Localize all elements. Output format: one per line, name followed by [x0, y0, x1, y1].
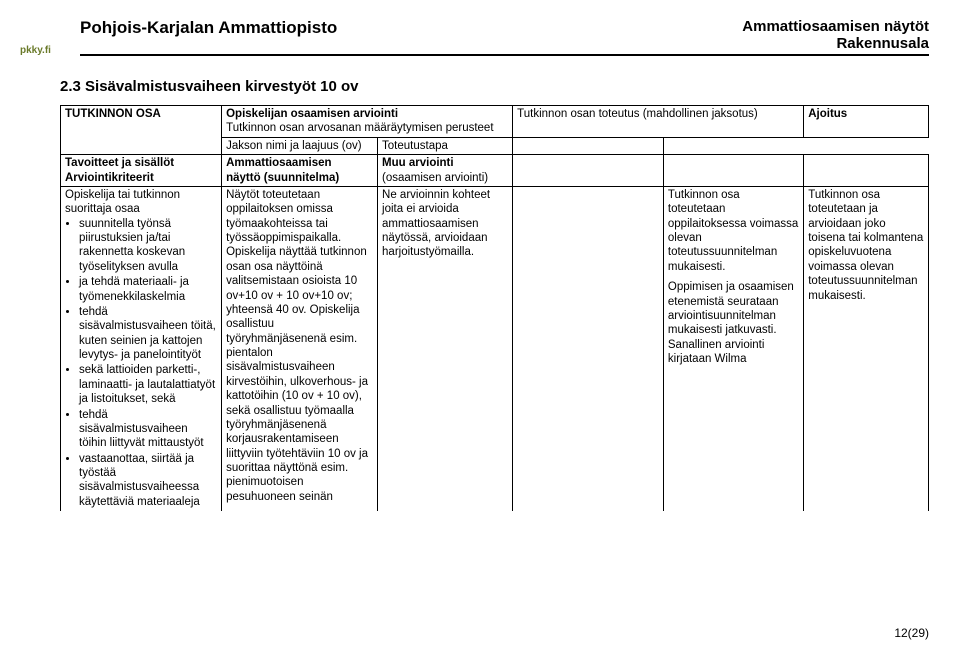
- cell: Oppimisen ja osaamisen etenemistä seurat…: [668, 280, 799, 366]
- cell: Ne arvioinnin kohteet joita ei arvioida …: [378, 186, 513, 511]
- cell: Arviointikriteerit: [65, 171, 217, 185]
- list-item: suunnitella työnsä piirustuksien ja/tai …: [79, 217, 217, 275]
- table-row-body: Opiskelija tai tutkinnon suorittaja osaa…: [61, 186, 929, 511]
- cell: TUTKINNON OSA: [65, 108, 161, 120]
- cell: Ammattiosaamisen: [226, 157, 331, 169]
- page-number: 12(29): [894, 626, 929, 640]
- list-item: tehdä sisävalmistusvaiheen töitä, kuten …: [79, 305, 217, 363]
- page-header: Pohjois-Karjalan Ammattiopisto Ammattios…: [80, 18, 929, 56]
- logo: pkky.fi: [20, 20, 76, 56]
- list-item: vastaanottaa, siirtää ja työstää sisäval…: [79, 452, 217, 510]
- cell: Tutkinnon osan toteutus (mahdollinen jak…: [513, 106, 804, 138]
- header-title-left: Pohjois-Karjalan Ammattiopisto: [80, 18, 337, 38]
- table-row-header3: Tavoitteet ja sisällöt Arviointikriteeri…: [61, 155, 929, 187]
- cell: Opiskelijan osaamisen arviointi: [226, 107, 508, 121]
- cell: Muu arviointi: [382, 157, 454, 169]
- cell-lead: Opiskelija tai tutkinnon suorittaja osaa: [65, 188, 217, 217]
- cell: Toteutustapa: [378, 137, 513, 154]
- cell: Jakson nimi ja laajuus (ov): [222, 137, 378, 154]
- content-table: TUTKINNON OSA Opiskelijan osaamisen arvi…: [60, 105, 929, 511]
- list-item: ja tehdä materiaali- ja työmenekkilaskel…: [79, 275, 217, 304]
- header-title-right-1: Ammattiosaamisen näytöt: [742, 18, 929, 35]
- cell: näyttö (suunnitelma): [226, 172, 339, 184]
- header-title-right-2: Rakennusala: [742, 35, 929, 52]
- table-row-header1: TUTKINNON OSA Opiskelijan osaamisen arvi…: [61, 106, 929, 138]
- section-title: 2.3 Sisävalmistusvaiheen kirvestyöt 10 o…: [60, 78, 929, 95]
- cell: Tavoitteet ja sisällöt: [65, 156, 217, 170]
- list-item: tehdä sisävalmistusvaiheen töihin liitty…: [79, 408, 217, 451]
- cell: (osaamisen arviointi): [382, 172, 488, 184]
- cell: Näytöt toteutetaan oppilaitoksen omissa …: [222, 186, 378, 511]
- cell: Tutkinnon osa toteutetaan oppilaitoksess…: [668, 188, 799, 274]
- cell: Tutkinnon osa toteutetaan ja arvioidaan …: [804, 186, 929, 511]
- cell: Tutkinnon osan arvosanan määräytymisen p…: [226, 121, 508, 135]
- cell: Ajoitus: [804, 106, 929, 138]
- list-item: sekä lattioiden parketti-, laminaatti- j…: [79, 363, 217, 406]
- bullet-list: suunnitella työnsä piirustuksien ja/tai …: [79, 217, 217, 510]
- logo-text: pkky.fi: [20, 20, 76, 56]
